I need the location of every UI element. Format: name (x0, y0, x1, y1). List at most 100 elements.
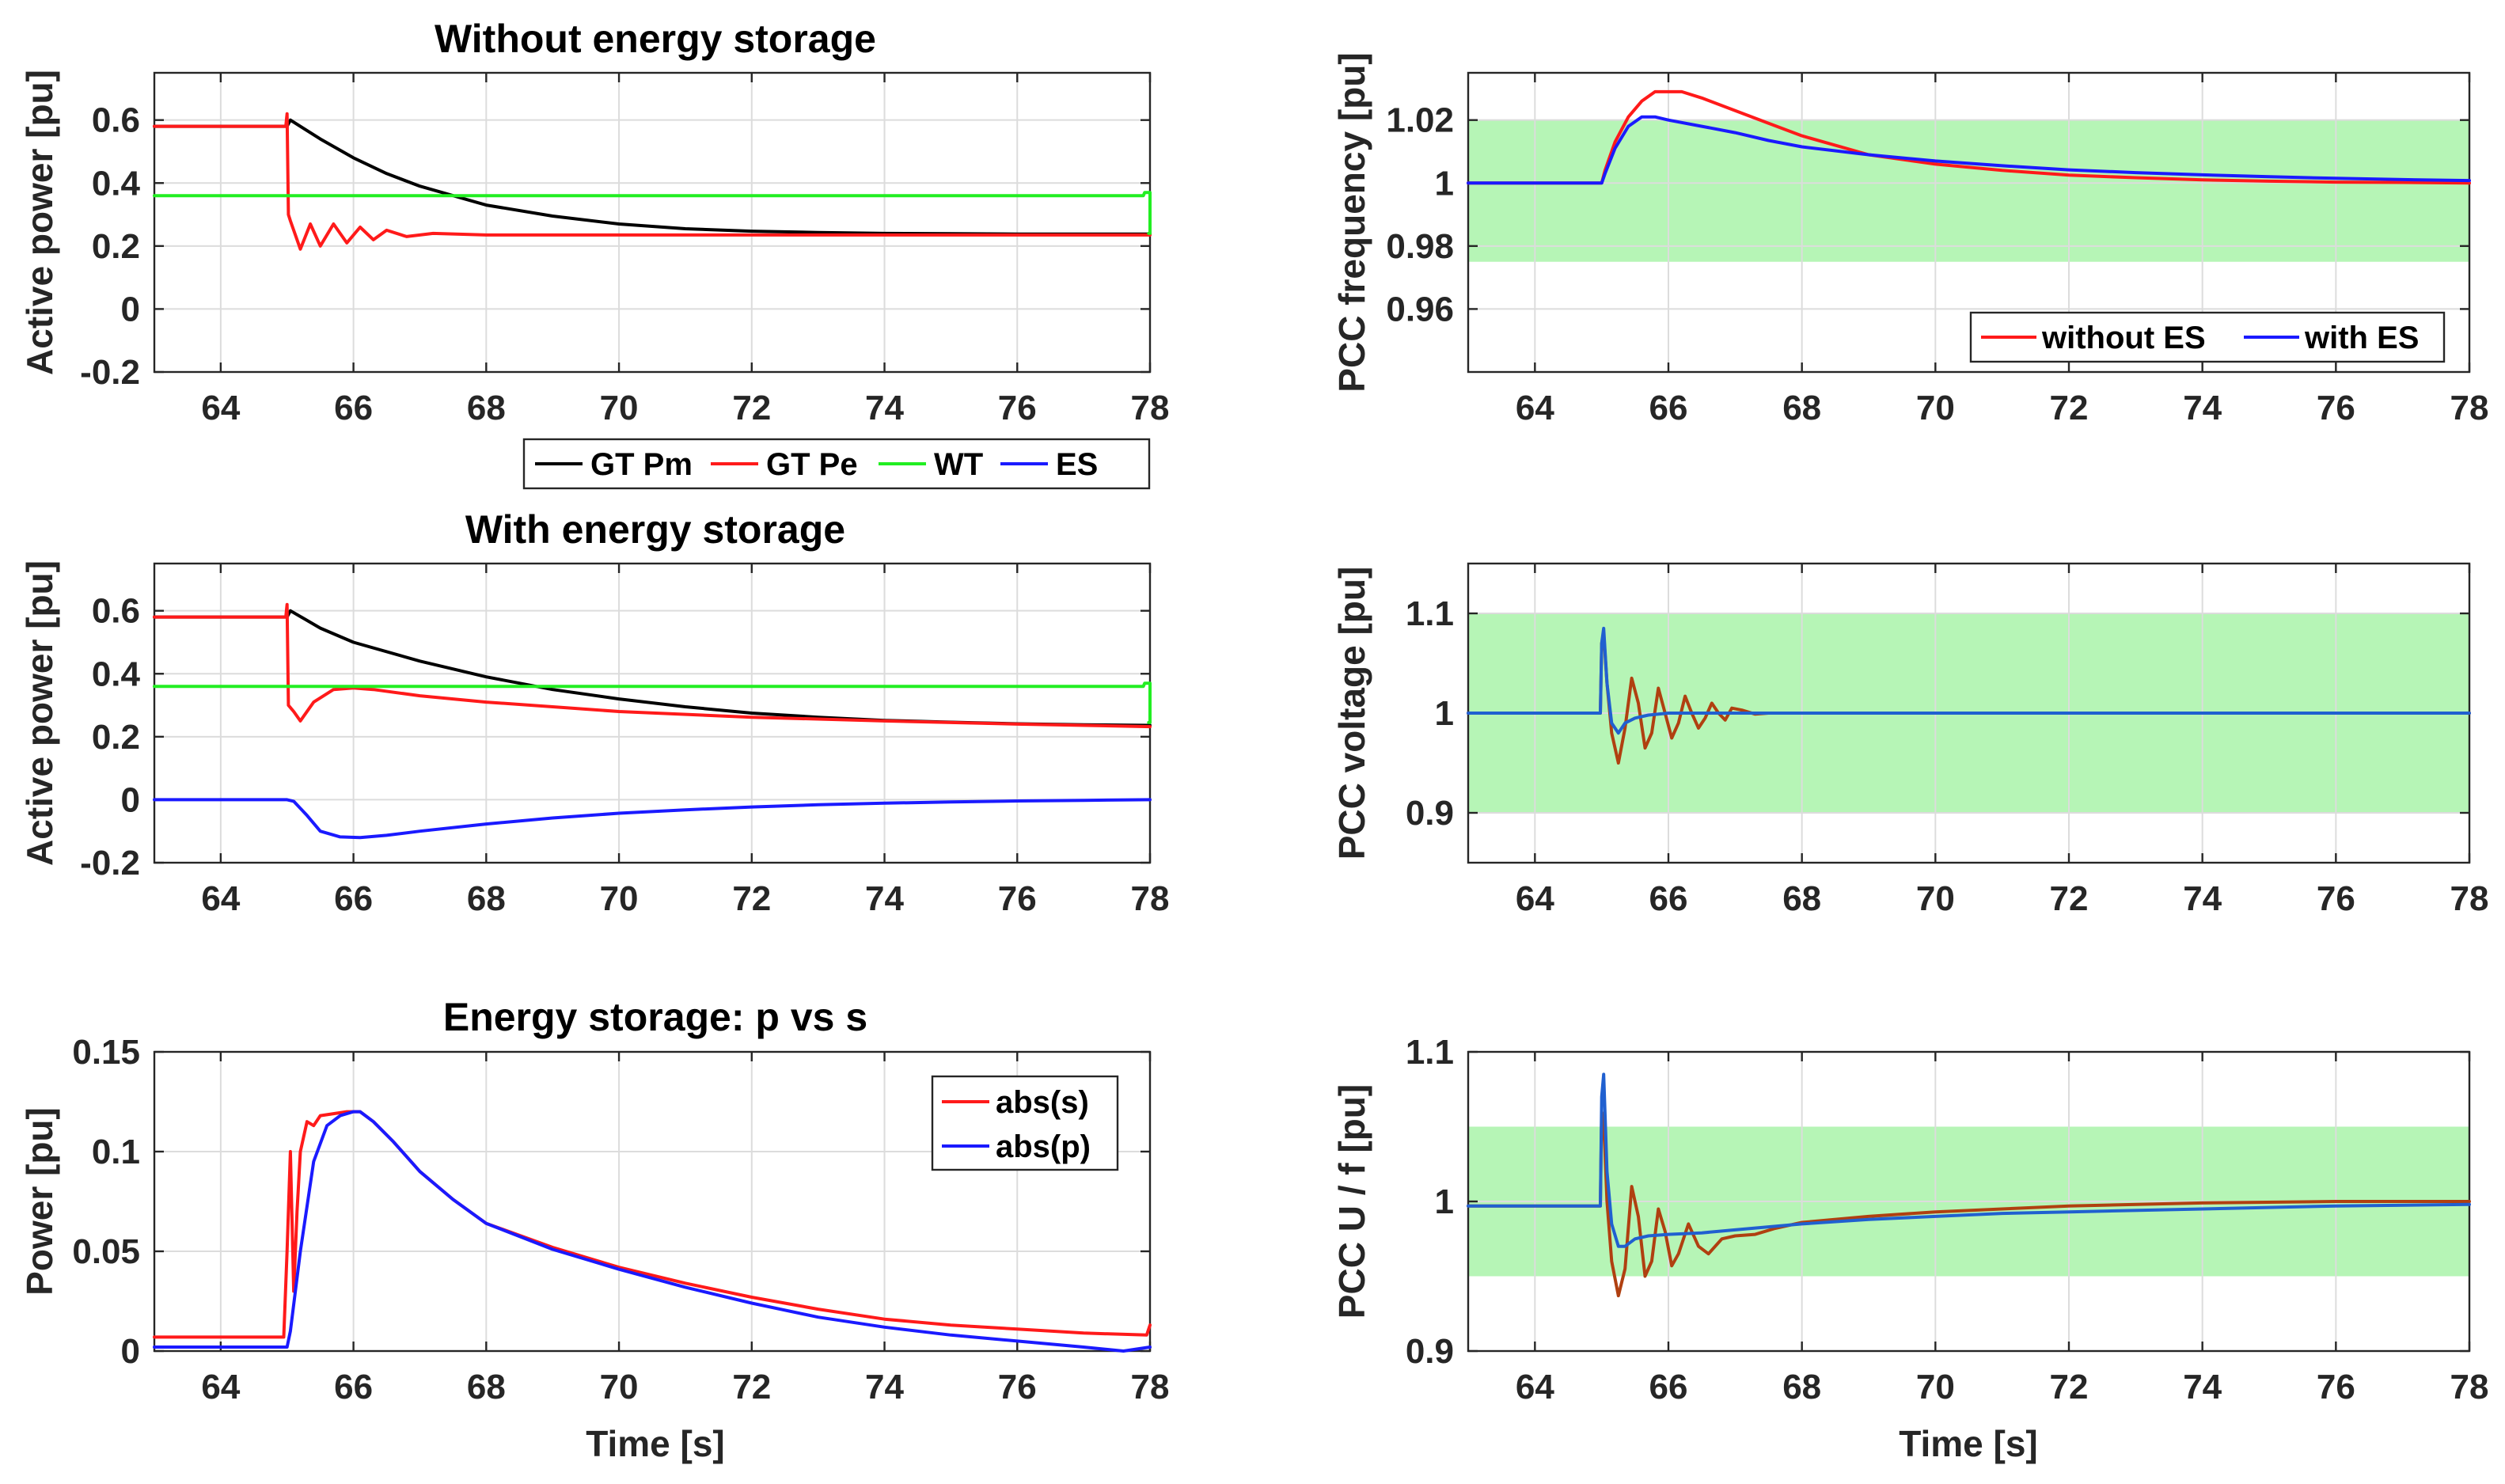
legend-abs-p-label: abs(p) (996, 1129, 1091, 1164)
p6-xticklabel-4: 72 (2050, 1368, 2089, 1406)
p5-series-lines (1467, 626, 2471, 765)
p3-xticklabel-6: 76 (998, 1368, 1037, 1406)
p3-xticklabel-5: 74 (865, 1368, 904, 1406)
p6-xticklabel-6: 76 (2317, 1368, 2355, 1406)
p1-yticklabel-1: 0 (121, 290, 140, 328)
p1-series-wt (153, 191, 1152, 235)
p5-xticklabel-3: 70 (1916, 879, 1955, 918)
p2-xticklabel-4: 72 (732, 879, 771, 918)
p5-xticklabel-2: 68 (1782, 879, 1821, 918)
p3-xticklabel-3: 70 (600, 1368, 639, 1406)
p4-xticklabel-6: 76 (2317, 389, 2355, 427)
p3-yticklabel-1: 0.05 (72, 1232, 140, 1271)
p6-xticklabel-7: 78 (2450, 1368, 2489, 1406)
p3-xlabel: Time [s] (586, 1423, 725, 1464)
p2-xticklabel-2: 68 (467, 879, 506, 918)
p4-xticklabel-2: 68 (1782, 389, 1821, 427)
panel-es-p-vs-s: 64 66 68 70 72 74 76 78 0 0.05 0.1 0.15 Energy stor… (19, 995, 1169, 1464)
p6-yticklabel-0: 0.9 (1406, 1332, 1454, 1371)
p2-xticklabel-0: 64 (201, 879, 240, 918)
p2-series-lines (153, 602, 1152, 840)
p1-ylabel: Active power [pu] (19, 70, 60, 375)
p4-yticklabel-1: 0.98 (1386, 227, 1454, 266)
p5-ylabel: PCC voltage [pu] (1331, 567, 1372, 860)
legend-without-es-label: without ES (2041, 321, 2206, 355)
p1-xticklabel-2: 68 (467, 389, 506, 427)
p5-xticklabel-0: 64 (1516, 879, 1554, 918)
p3-ticks: 64 66 68 70 72 74 76 78 0 0.05 0.1 0.15 (72, 1033, 1169, 1406)
p1-xticklabel-0: 64 (201, 389, 240, 427)
p1-xticklabel-7: 78 (1131, 389, 1170, 427)
p2-series-es (153, 798, 1152, 840)
p1-yticklabel-0: -0.2 (80, 353, 140, 392)
p4-series-without-es (1467, 89, 2471, 185)
legend-gt-pe-label: GT Pe (766, 447, 858, 482)
p2-yticklabel-2: 0.2 (92, 718, 140, 757)
p4-yticklabel-3: 1.02 (1386, 101, 1454, 140)
p3-ylabel: Power [pu] (19, 1107, 60, 1296)
p6-xticklabel-0: 64 (1516, 1368, 1554, 1406)
p2-yticklabel-3: 0.4 (92, 655, 141, 693)
p3-yticklabel-3: 0.15 (72, 1033, 140, 1072)
p1-xticklabel-5: 74 (865, 389, 904, 427)
p4-ticks: 64 66 68 70 72 74 76 78 0.96 0.98 1 1.02 (1386, 73, 2488, 427)
p3-yticklabel-2: 0.1 (92, 1133, 140, 1171)
legend-with-es-label: with ES (2304, 321, 2419, 355)
p6-yticklabel-2: 1.1 (1406, 1033, 1454, 1072)
p1-xticklabel-4: 72 (732, 389, 771, 427)
p2-yticklabel-1: 0 (121, 780, 140, 819)
legend-abs-s-label: abs(s) (996, 1085, 1089, 1120)
p4-xticklabel-0: 64 (1516, 389, 1554, 427)
p3-series-lines (153, 1110, 1152, 1353)
p2-xticklabel-1: 66 (334, 879, 373, 918)
p6-xticklabel-3: 70 (1916, 1368, 1955, 1406)
p5-xticklabel-5: 74 (2183, 879, 2222, 918)
legend-es-label: ES (1056, 447, 1098, 482)
panel-with-es-power: 64 66 68 70 72 74 76 78 -0.2 0 0.2 0.4 0.6 With ener… (19, 507, 1169, 918)
p4-xticklabel-4: 72 (2050, 389, 2089, 427)
p6-series-with-es (1467, 1072, 2471, 1248)
p1-xticklabel-1: 66 (334, 389, 373, 427)
p4-yticklabel-2: 1 (1435, 164, 1454, 203)
p3-legend: abs(s) abs(p) (931, 1075, 1119, 1171)
panel-pcc-voltage: 64 66 68 70 72 74 76 78 0.9 1 1.1 PCC voltage [pu] (1331, 562, 2489, 918)
p4-series-with-es (1467, 115, 2471, 185)
p6-series-without-es (1467, 1110, 2471, 1298)
p1-title: Without energy storage (435, 17, 876, 61)
p2-series-wt (153, 681, 1152, 724)
p1-series-lines (153, 112, 1152, 251)
panel-pcc-u-over-f: 64 66 68 70 72 74 76 78 0.9 1 1.1 PCC U / f [pu] T… (1331, 1033, 2488, 1464)
p2-xticklabel-7: 78 (1131, 879, 1170, 918)
p6-series-lines (1467, 1072, 2471, 1298)
p2-xticklabel-5: 74 (865, 879, 904, 918)
p4-xticklabel-1: 66 (1649, 389, 1688, 427)
p3-xticklabel-7: 78 (1131, 1368, 1170, 1406)
p4-plot-area (1467, 71, 2471, 374)
p3-xticklabel-0: 64 (201, 1368, 240, 1406)
p2-series-gt-pe (153, 602, 1152, 729)
panel-without-es-power: 64 66 68 70 72 74 76 78 -0.2 0 0.2 0.4 0.6 Without e… (19, 17, 1170, 490)
p6-xlabel: Time [s] (1899, 1423, 2038, 1464)
p1-xticklabel-6: 76 (998, 389, 1037, 427)
p3-series-abs-p- (153, 1110, 1152, 1353)
p3-plot-area (153, 1050, 1152, 1353)
p4-ylabel: PCC frequency [pu] (1331, 52, 1372, 392)
p2-ylabel: Active power [pu] (19, 560, 60, 866)
p2-yticklabel-4: 0.6 (92, 592, 140, 631)
p5-xticklabel-1: 66 (1649, 879, 1688, 918)
p4-legend-box (1969, 311, 2446, 363)
p1-xticklabel-3: 70 (600, 389, 639, 427)
p4-xticklabel-5: 74 (2183, 389, 2222, 427)
p1-yticklabel-3: 0.4 (92, 164, 141, 203)
p3-xticklabel-1: 66 (334, 1368, 373, 1406)
p3-legend-box (931, 1075, 1119, 1171)
panel-pcc-frequency: 64 66 68 70 72 74 76 78 0.96 0.98 1 1.02 PCC freque… (1331, 52, 2488, 427)
p4-xticklabel-3: 70 (1916, 389, 1955, 427)
p5-yticklabel-1: 1 (1435, 694, 1454, 733)
legend-wt-label: WT (934, 447, 983, 482)
p1-background (154, 73, 1150, 372)
p6-xticklabel-2: 68 (1782, 1368, 1821, 1406)
p5-xticklabel-4: 72 (2050, 879, 2089, 918)
p5-xticklabel-7: 78 (2450, 879, 2489, 918)
